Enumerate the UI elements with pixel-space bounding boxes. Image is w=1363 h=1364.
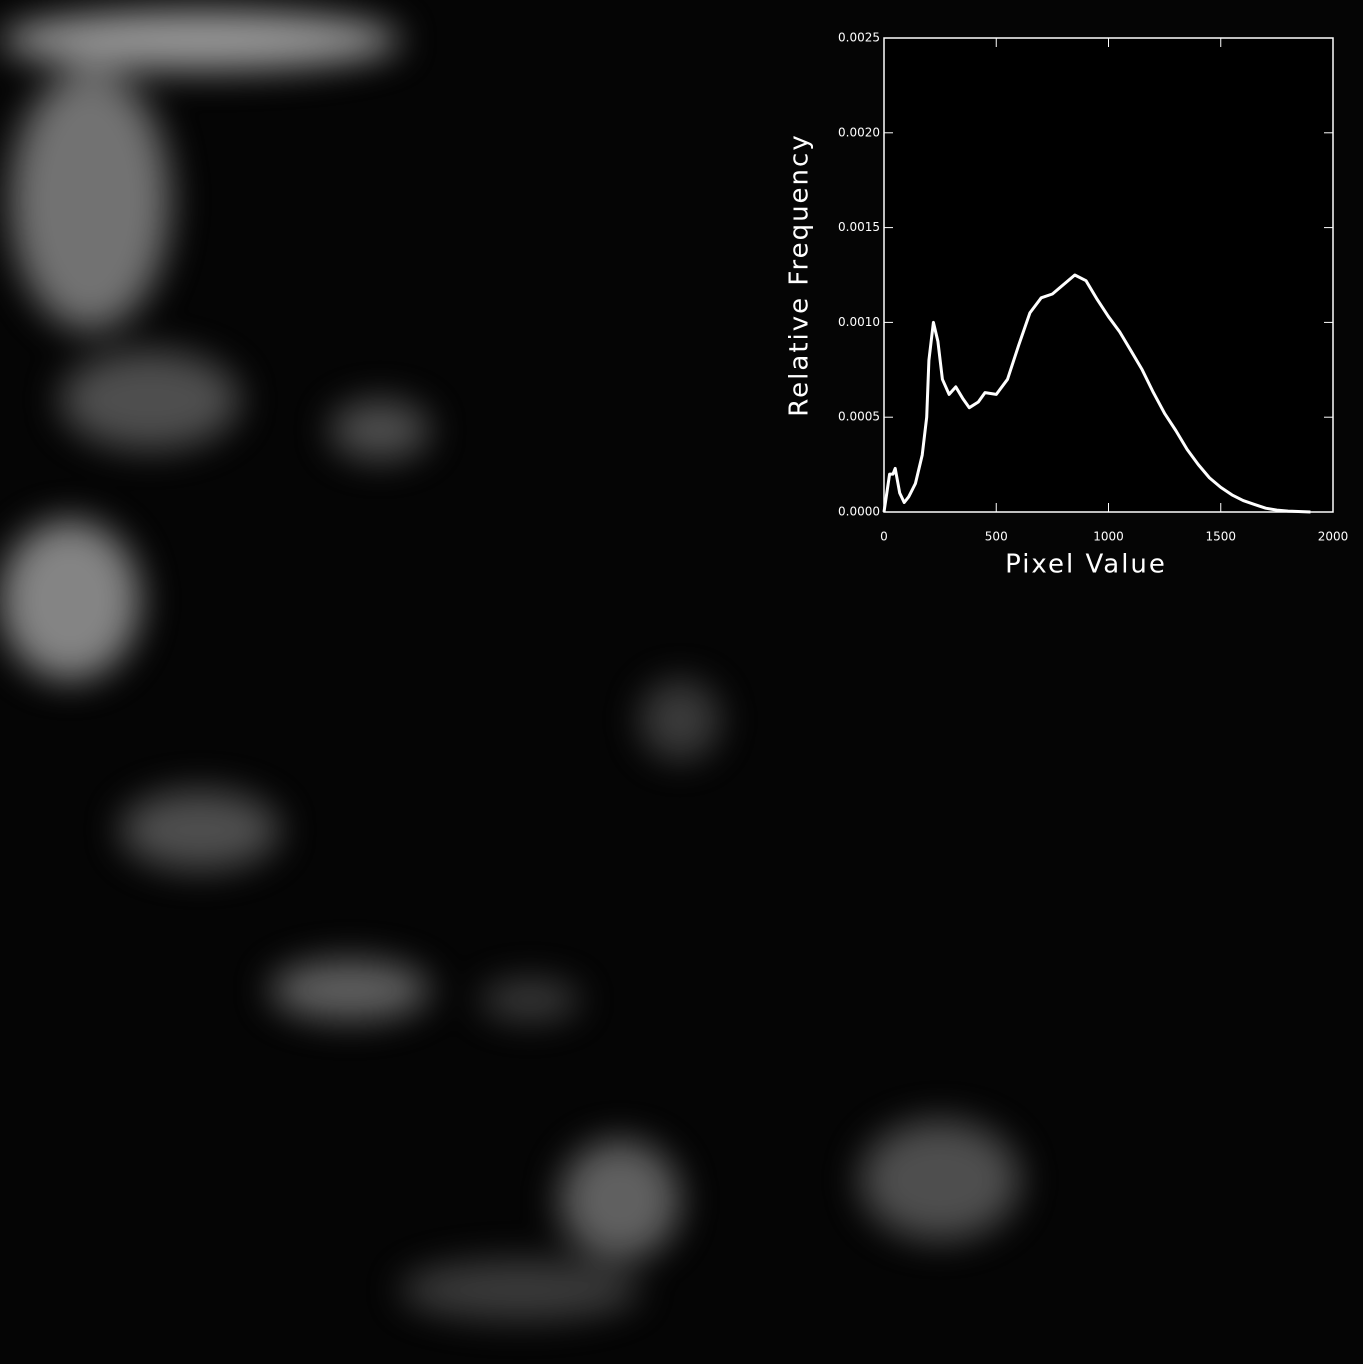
y-tick-label: 0.0015 [838, 220, 880, 234]
y-tick-label: 0.0020 [838, 125, 880, 139]
x-axis-title: Pixel Value [1005, 550, 1167, 580]
y-tick-label: 0.0010 [838, 315, 880, 329]
y-tick-label: 0.0005 [838, 410, 880, 424]
histogram-line [882, 273, 1311, 514]
x-tick-label: 1000 [1093, 530, 1124, 544]
image-texture [0, 10, 1020, 1320]
y-axis-title: Relative Frequency [785, 133, 815, 416]
x-tick-label: 2000 [1318, 530, 1349, 544]
plot-frame [883, 37, 1334, 513]
x-tick-label: 500 [985, 530, 1008, 544]
x-tick-label: 1500 [1205, 530, 1236, 544]
x-tick-label: 0 [880, 530, 888, 544]
histogram-chart: Pixel Value Relative Frequency 0 500 1000 1… [785, 31, 1349, 580]
y-tick-label: 0.0025 [838, 31, 880, 45]
y-tick-label: 0.0000 [838, 505, 880, 519]
